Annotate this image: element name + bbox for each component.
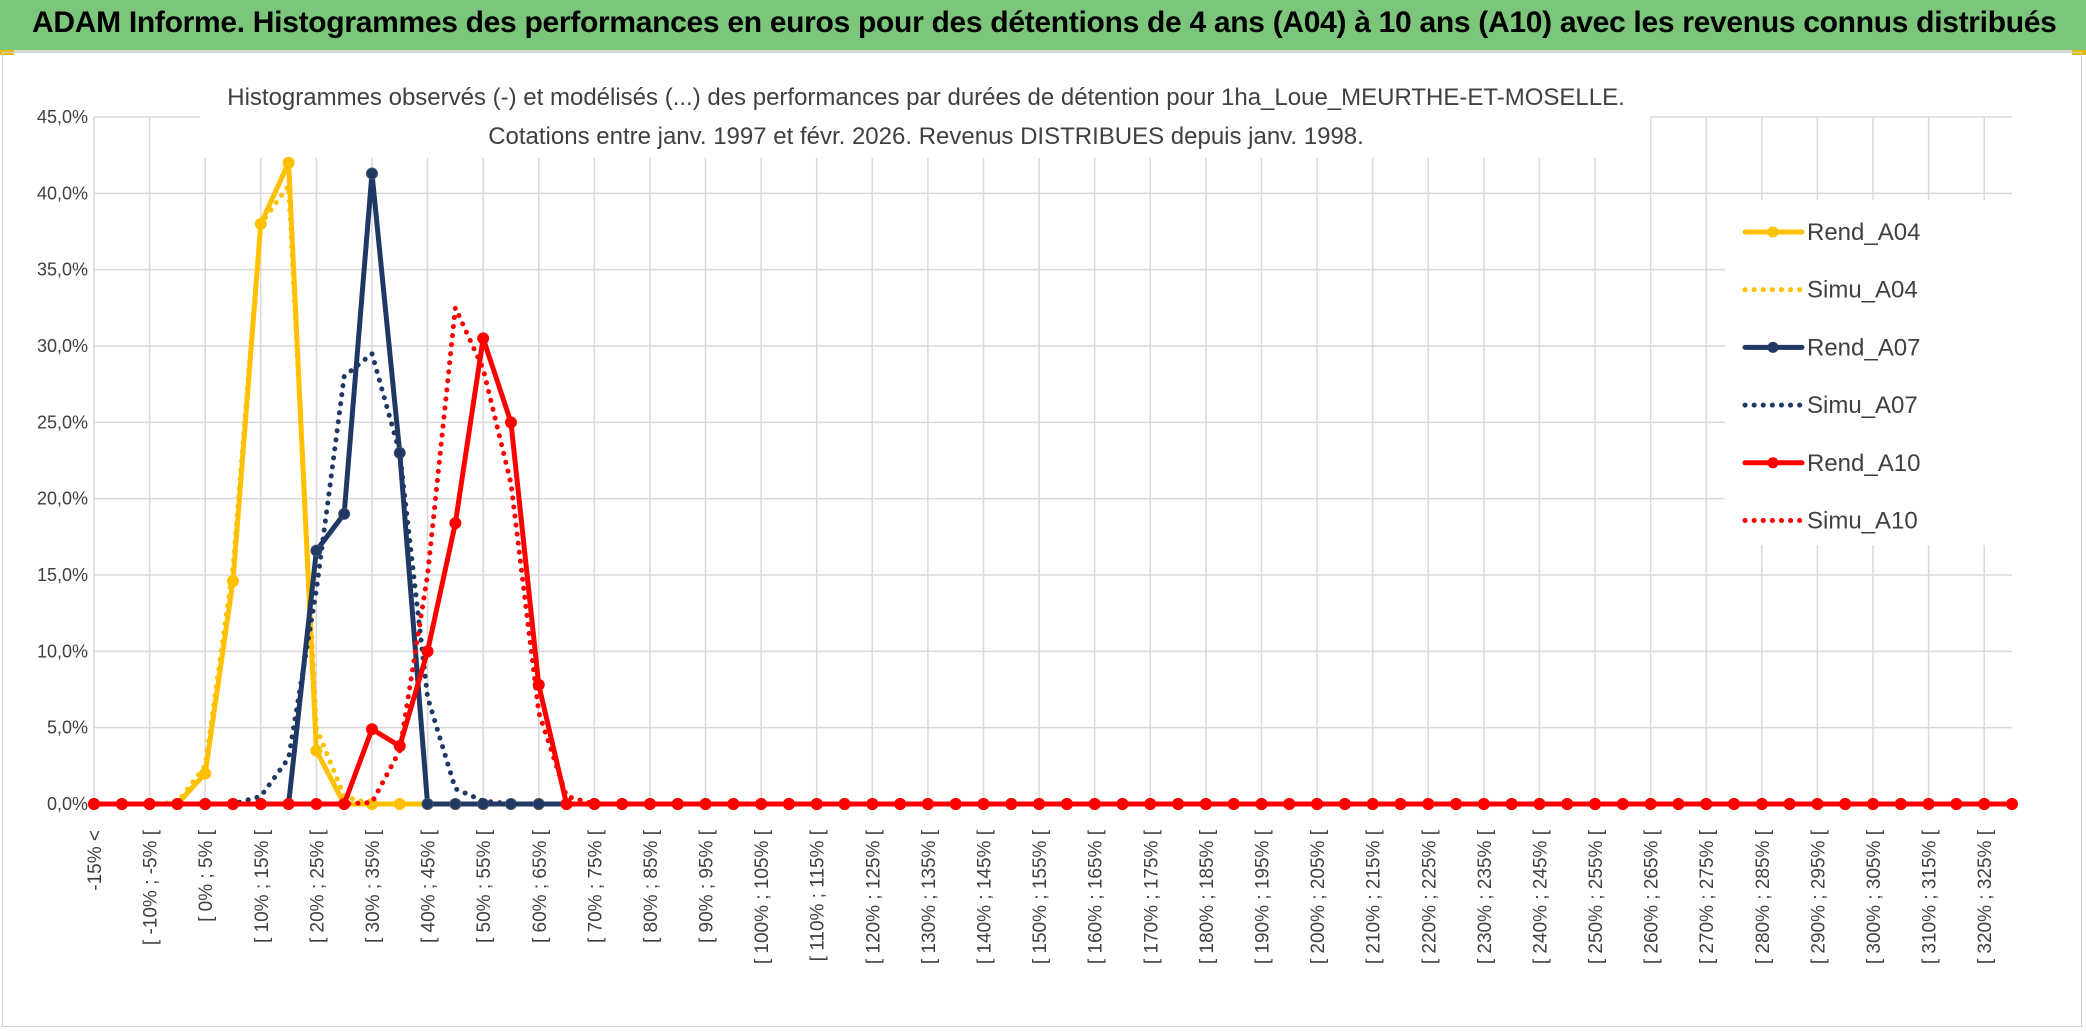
chart-subtitle: Cotations entre janv. 1997 et févr. 2026… (488, 123, 1364, 150)
x-tick-label: [ 210% ; 215% [ (1364, 829, 1385, 964)
legend: Rend_A04 Simu_A04 Rend_A07 Simu_A07 Rend_A10… (1742, 219, 1920, 535)
chart-title: Histogrammes observés (-) et modélisés (… (227, 84, 1625, 111)
y-tick-label: 25,0% (37, 412, 88, 432)
report-title: ADAM Informe. Histogrammes des performan… (32, 6, 2057, 39)
x-tick-label: [ 40% ; 45% [ (419, 829, 440, 943)
data-point-rend-a10 (477, 332, 490, 345)
data-point-rend-a04 (310, 744, 323, 757)
report-header: ADAM Informe. Histogrammes des performan… (0, 0, 2086, 52)
legend-label-rend-a07: Rend_A07 (1807, 334, 1920, 361)
legend-marker-rend-a10 (1767, 457, 1779, 469)
x-tick-label: [ 300% ; 305% [ (1864, 829, 1885, 964)
data-point-rend-a07 (421, 798, 434, 810)
x-tick-label: [ 130% ; 135% [ (919, 829, 940, 964)
x-tick-label: [ 150% ; 155% [ (1030, 829, 1051, 964)
x-tick-label: [ 0% ; 5% [ (196, 829, 217, 922)
x-tick-label: [ 230% ; 235% [ (1475, 829, 1496, 964)
x-tick-label: [ 20% ; 25% [ (307, 829, 328, 943)
y-tick-label: 30,0% (37, 336, 88, 356)
legend-marker-rend-a04 (1767, 226, 1779, 238)
legend-background (1725, 200, 2015, 545)
y-tick-label: 40,0% (37, 183, 88, 203)
data-point-rend-a10 (504, 416, 517, 429)
series-line-rend-a10 (91, 335, 2015, 807)
legend-label-simu-a04: Simu_A04 (1807, 277, 1918, 304)
y-tick-label: 0,0% (47, 794, 88, 814)
legend-marker-rend-a07 (1767, 341, 1779, 353)
y-tick-label: 35,0% (37, 260, 88, 280)
y-tick-label: 15,0% (37, 565, 88, 585)
x-tick-label: [ 110% ; 115% [ (808, 829, 829, 961)
series-layer (88, 156, 2018, 810)
x-tick-label: [ 90% ; 95% [ (697, 829, 718, 943)
y-tick-label: 20,0% (37, 489, 88, 509)
data-point-rend-a10 (365, 723, 378, 736)
x-tick-label: [ 120% ; 125% [ (863, 829, 884, 964)
chart-frame (2, 52, 2082, 1027)
data-point-rend-a10 (449, 517, 462, 530)
legend-label-rend-a10: Rend_A10 (1807, 450, 1920, 477)
x-tick-label: [ 160% ; 165% [ (1086, 829, 1107, 964)
title-background (200, 76, 1650, 158)
x-tick-label: [ 50% ; 55% [ (474, 829, 495, 943)
x-tick-label: [ 200% ; 205% [ (1308, 829, 1329, 964)
x-tick-label: -15% < (85, 830, 106, 891)
x-tick-label: [ 320% ; 325% [ (1975, 829, 1996, 964)
x-tick-label: [ 290% ; 295% [ (1808, 829, 1829, 964)
y-tick-label: 45,0% (37, 107, 88, 127)
x-tick-label: [ 30% ; 35% [ (363, 829, 384, 943)
x-tick-label: [ 310% ; 315% [ (1920, 829, 1941, 964)
x-tick-label: [ 80% ; 85% [ (641, 829, 662, 943)
x-tick-label: [ 270% ; 275% [ (1697, 829, 1718, 964)
x-tick-label: [ 220% ; 225% [ (1419, 829, 1440, 964)
x-tick-label: [ 140% ; 145% [ (975, 829, 996, 964)
x-tick-label: [ 190% ; 195% [ (1252, 829, 1273, 964)
x-tick-label: [ 170% ; 175% [ (1141, 829, 1162, 964)
x-tick-label: [ 180% ; 185% [ (1197, 829, 1218, 964)
x-tick-label: [ 240% ; 245% [ (1530, 829, 1551, 964)
x-tick-label: [ 260% ; 265% [ (1642, 829, 1663, 964)
y-tick-label: 5,0% (47, 718, 88, 738)
legend-label-simu-a10: Simu_A10 (1807, 508, 1918, 535)
data-point-rend-a10 (560, 798, 573, 810)
x-tick-label: [ 100% ; 105% [ (752, 829, 773, 964)
data-point-rend-a10 (421, 645, 434, 658)
x-tick-label: [ 10% ; 15% [ (252, 829, 273, 943)
x-tick-label: [ 70% ; 75% [ (585, 829, 606, 943)
x-tick-label: [ 280% ; 285% [ (1753, 829, 1774, 964)
x-tick-label: [ 60% ; 65% [ (530, 829, 551, 943)
series-line-rend-a07 (91, 170, 2015, 807)
legend-label-simu-a07: Simu_A07 (1807, 392, 1918, 419)
x-tick-label: [ -10% ; -5% [ (141, 829, 162, 945)
data-point-rend-a07 (449, 798, 462, 810)
legend-label-rend-a04: Rend_A04 (1807, 219, 1920, 246)
data-point-rend-a07 (365, 167, 378, 180)
data-point-rend-a04 (282, 156, 295, 169)
y-tick-label: 10,0% (37, 641, 88, 661)
x-tick-label: [ 250% ; 255% [ (1586, 829, 1607, 964)
axis-layer: 0,0% 5,0% 10,0% 15,0% 20,0% 25,0% 30,0% 35,0% 40… (37, 107, 1996, 964)
series-line-simu-a10 (91, 305, 2015, 807)
data-point-rend-a07 (338, 507, 351, 520)
grid-layer (93, 116, 2012, 805)
